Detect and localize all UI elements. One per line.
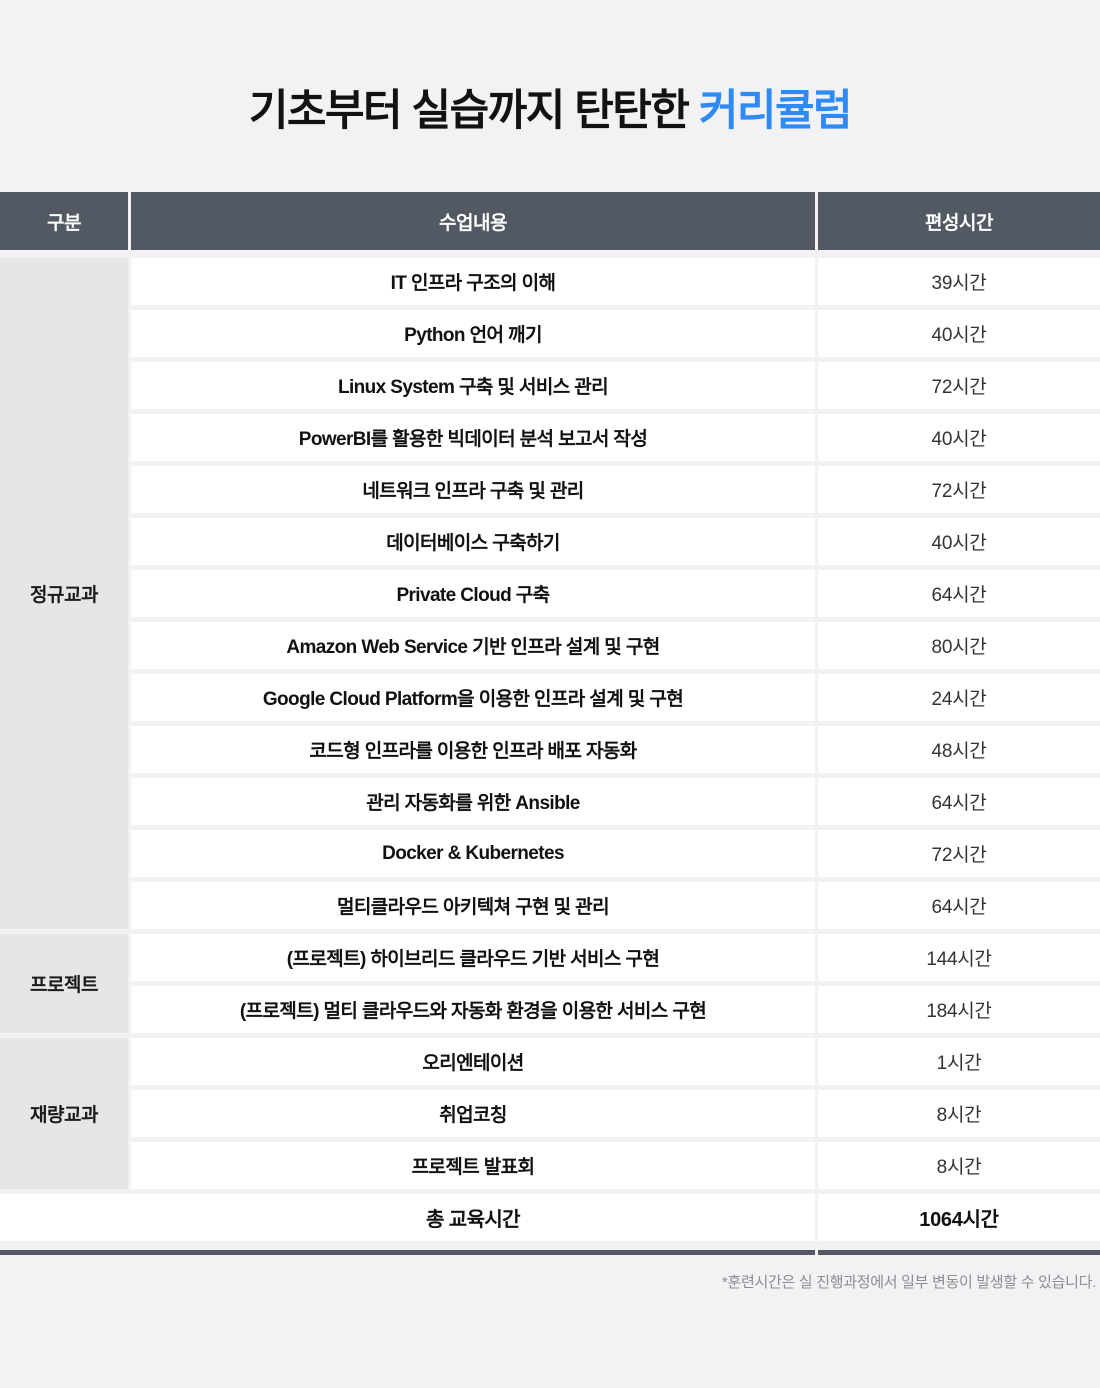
hours-cell: 72시간 (818, 830, 1100, 877)
hours-cell: 64시간 (818, 778, 1100, 825)
lesson-cell: 데이터베이스 구축하기 (131, 518, 815, 565)
total-label: 총 교육시간 (0, 1194, 815, 1241)
lesson-cell: 취업코칭 (131, 1090, 815, 1137)
lesson-cell: Google Cloud Platform을 이용한 인프라 설계 및 구현 (131, 674, 815, 721)
hours-cell: 72시간 (818, 466, 1100, 513)
footnote: *훈련시간은 실 진행과정에서 일부 변동이 발생할 수 있습니다. (722, 1274, 1096, 1291)
page-title: 기초부터 실습까지 탄탄한 커리큘럼 (248, 76, 853, 138)
lesson-cell: 네트워크 인프라 구축 및 관리 (131, 466, 815, 513)
group-label-cell: 프로젝트 (0, 934, 128, 1033)
hours-cell: 40시간 (818, 414, 1100, 461)
column-header-category: 구분 (0, 192, 128, 250)
title-block: 기초부터 실습까지 탄탄한 커리큘럼 (0, 0, 1100, 192)
hours-cell: 48시간 (818, 726, 1100, 773)
lesson-cell: (프로젝트) 멀티 클라우드와 자동화 환경을 이용한 서비스 구현 (131, 986, 815, 1033)
hours-cell: 1시간 (818, 1038, 1100, 1085)
divider-segment-right (818, 1250, 1100, 1255)
lesson-cell: 코드형 인프라를 이용한 인프라 배포 자동화 (131, 726, 815, 773)
hours-cell: 80시간 (818, 622, 1100, 669)
hours-cell: 64시간 (818, 570, 1100, 617)
lesson-cell: PowerBI를 활용한 빅데이터 분석 보고서 작성 (131, 414, 815, 461)
lesson-cell: 오리엔테이션 (131, 1038, 815, 1085)
hours-cell: 64시간 (818, 882, 1100, 929)
hours-cell: 39시간 (818, 258, 1100, 305)
page-title-highlight: 커리큘럼 (698, 87, 853, 135)
table-header-row: 구분 수업내용 편성시간 (0, 192, 1100, 250)
hours-cell: 40시간 (818, 310, 1100, 357)
lesson-cell: (프로젝트) 하이브리드 클라우드 기반 서비스 구현 (131, 934, 815, 981)
lesson-cell: Amazon Web Service 기반 인프라 설계 및 구현 (131, 622, 815, 669)
divider-segment-left (0, 1250, 815, 1255)
hours-cell: 8시간 (818, 1090, 1100, 1137)
curriculum-grid: 정규교과 IT 인프라 구조의 이해 39시간 Python 언어 깨기 40시… (0, 258, 1100, 1189)
column-header-lesson: 수업내용 (131, 192, 815, 250)
lesson-cell: 관리 자동화를 위한 Ansible (131, 778, 815, 825)
lesson-cell: Private Cloud 구축 (131, 570, 815, 617)
hours-cell: 8시간 (818, 1142, 1100, 1189)
total-row: 총 교육시간 1064시간 (0, 1194, 1100, 1241)
hours-cell: 72시간 (818, 362, 1100, 409)
column-header-hours: 편성시간 (818, 192, 1100, 250)
hours-cell: 184시간 (818, 986, 1100, 1033)
page-title-prefix: 기초부터 실습까지 탄탄한 (248, 87, 699, 135)
lesson-cell: Linux System 구축 및 서비스 관리 (131, 362, 815, 409)
lesson-cell: 멀티클라우드 아키텍쳐 구현 및 관리 (131, 882, 815, 929)
lesson-cell: Docker & Kubernetes (131, 830, 815, 877)
lesson-cell: Python 언어 깨기 (131, 310, 815, 357)
group-label-cell: 정규교과 (0, 258, 128, 929)
lesson-cell: 프로젝트 발표회 (131, 1142, 815, 1189)
total-hours: 1064시간 (818, 1194, 1100, 1241)
hours-cell: 144시간 (818, 934, 1100, 981)
table-bottom-divider (0, 1250, 1100, 1255)
hours-cell: 24시간 (818, 674, 1100, 721)
group-label-cell: 재량교과 (0, 1038, 128, 1189)
lesson-cell: IT 인프라 구조의 이해 (131, 258, 815, 305)
hours-cell: 40시간 (818, 518, 1100, 565)
